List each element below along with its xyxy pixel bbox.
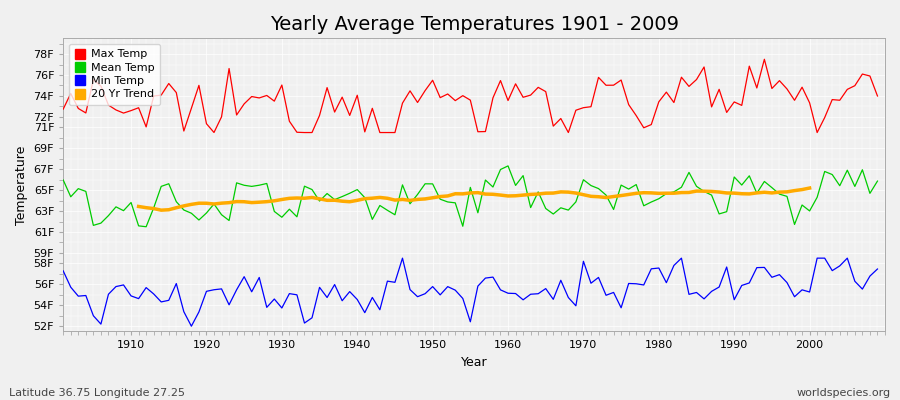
Legend: Max Temp, Mean Temp, Min Temp, 20 Yr Trend: Max Temp, Mean Temp, Min Temp, 20 Yr Tre… — [68, 44, 160, 105]
Text: Latitude 36.75 Longitude 27.25: Latitude 36.75 Longitude 27.25 — [9, 388, 185, 398]
X-axis label: Year: Year — [461, 356, 488, 369]
Y-axis label: Temperature: Temperature — [15, 145, 28, 224]
Text: worldspecies.org: worldspecies.org — [796, 388, 891, 398]
Title: Yearly Average Temperatures 1901 - 2009: Yearly Average Temperatures 1901 - 2009 — [270, 15, 679, 34]
